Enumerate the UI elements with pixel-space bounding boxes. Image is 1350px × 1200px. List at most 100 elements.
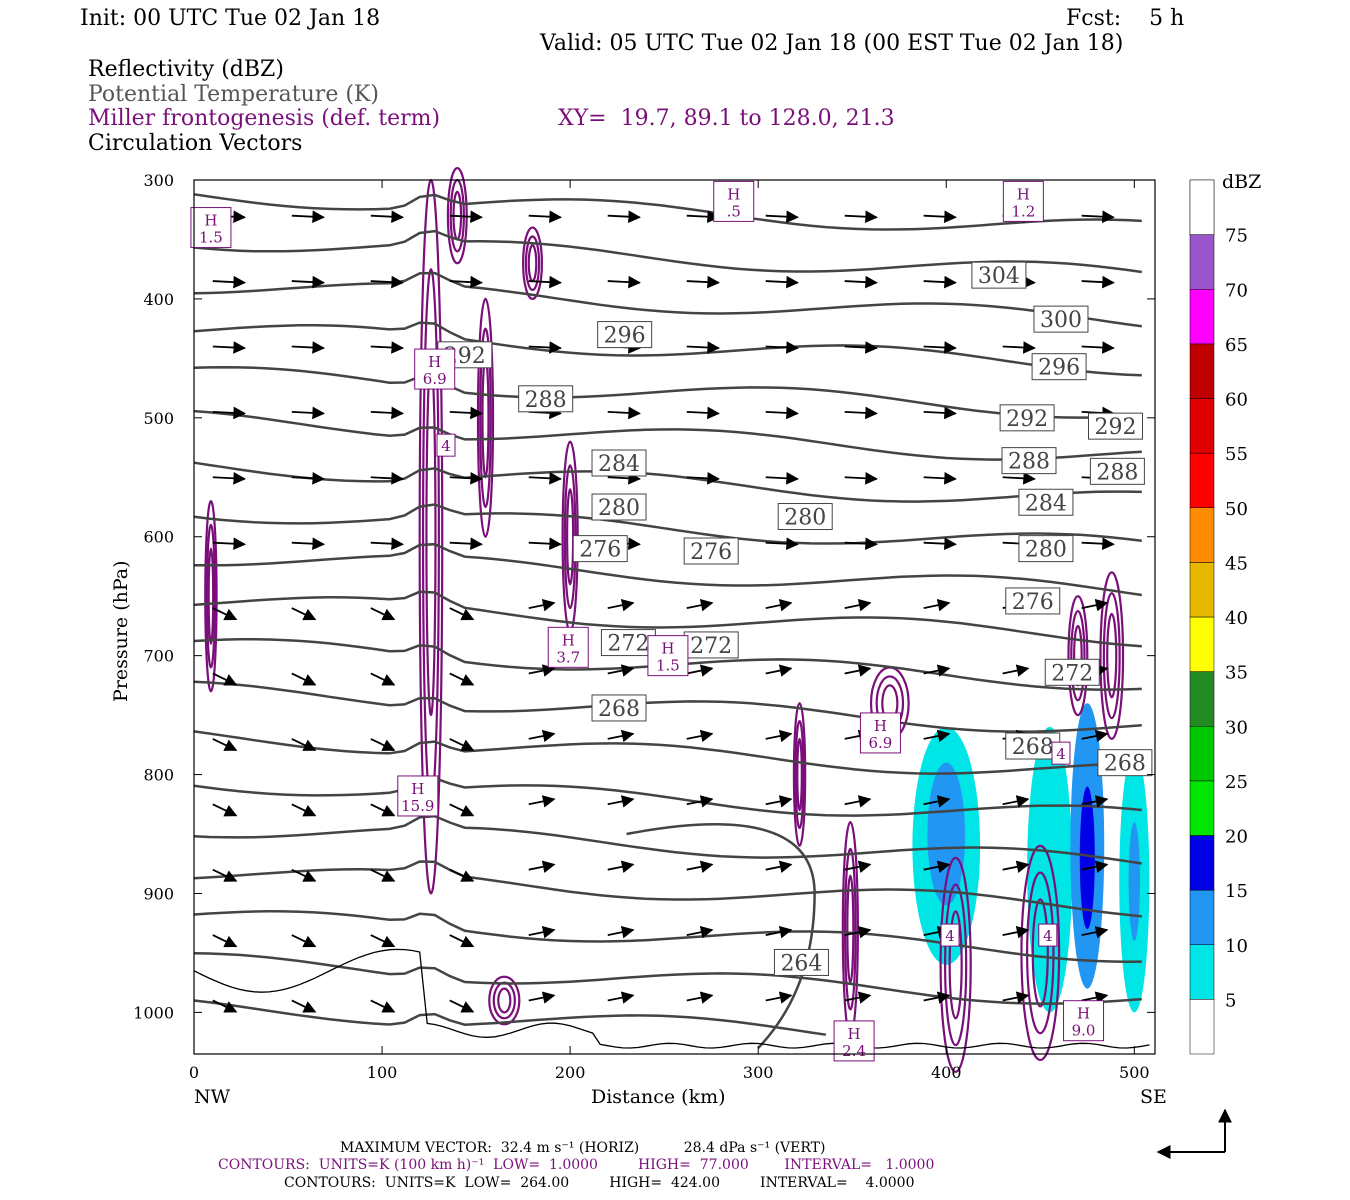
circulation-vector: [212, 537, 247, 551]
circulation-vectors: [212, 210, 1115, 1013]
theta-label: 276: [690, 540, 732, 565]
frontogenesis-contour: [794, 719, 805, 830]
frontogenesis-max-value: 6.9: [868, 734, 892, 752]
colorbar-segment: [1189, 234, 1215, 290]
circulation-vector: [528, 341, 562, 354]
circulation-vector: [528, 926, 556, 939]
circulation-vector: [607, 860, 635, 873]
frontogenesis-max-value: 2.4: [842, 1042, 866, 1060]
theta-label-box: [1088, 412, 1144, 440]
frontogenesis-max-value: 1.5: [656, 657, 680, 675]
circulation-vector: [370, 275, 404, 289]
circulation-vector: [607, 926, 635, 939]
field-frontogenesis-label: Miller frontogenesis (def. term): [88, 106, 441, 131]
colorbar-segment: [1189, 889, 1215, 945]
frontogenesis-max-letter: H: [411, 780, 424, 798]
circulation-vector: [212, 672, 238, 686]
circulation-vector: [291, 341, 326, 354]
circulation-vector: [1081, 598, 1109, 612]
theta-label: 268: [598, 697, 640, 722]
colorbar-label: 70: [1225, 280, 1248, 301]
circulation-vector: [212, 607, 238, 621]
frontogenesis-max-letter: H: [428, 353, 441, 371]
theta-label: 280: [598, 496, 640, 521]
circulation-vector: [607, 664, 635, 677]
circulation-vector: [686, 472, 720, 485]
theta-label: 284: [598, 452, 640, 477]
frontogenesis-max-box: [859, 712, 901, 754]
theta-label-box: [597, 321, 653, 349]
circulation-vector: [370, 999, 396, 1013]
circulation-vector: [1002, 991, 1030, 1004]
theta-label: 288: [525, 388, 567, 413]
circulation-vector: [1081, 341, 1115, 354]
circulation-vector: [686, 991, 714, 1004]
colorbar-label: 40: [1225, 608, 1248, 629]
theta-contour: [193, 730, 1142, 775]
circulation-vector: [291, 210, 326, 223]
theta-label-box: [591, 694, 647, 722]
frontogenesis-contour: [1020, 844, 1061, 1062]
circulation-vector: [844, 926, 872, 939]
circulation-vector: [686, 729, 714, 743]
circulation-vector: [212, 406, 247, 420]
circulation-vector: [449, 934, 475, 948]
circulation-vector: [291, 672, 317, 686]
frontogenesis-contour: [1106, 612, 1118, 699]
theta-label: 288: [1008, 450, 1050, 475]
circulation-vector: [212, 341, 247, 354]
circulation-vector: [844, 472, 878, 485]
theta-label-box: [1031, 353, 1087, 381]
theta-label-box: [683, 537, 739, 565]
circulation-vector: [923, 729, 951, 743]
frontogenesis-max-value: .5: [727, 202, 741, 220]
circulation-vector: [686, 341, 720, 354]
frontogenesis-max-letter: H: [848, 1025, 861, 1043]
axes: 300 400 500 600 700 800 900 1000 0 100 200 300 400 50…: [133, 171, 1155, 1082]
x-tick-label: 500: [1119, 1063, 1150, 1082]
circulation-vector: [686, 406, 720, 420]
circulation-vector: [765, 991, 793, 1004]
circulation-vector: [291, 738, 317, 752]
theta-label-box: [777, 503, 833, 531]
x-axis-left-end: NW: [194, 1086, 231, 1108]
colorbar-label: 10: [1225, 936, 1248, 957]
circulation-vector: [923, 472, 957, 485]
frontogenesis-contours: [204, 167, 1125, 1073]
forecast-hour: Fcst: 5 h: [1066, 6, 1185, 31]
circulation-vector: [528, 472, 562, 485]
theta-label: 264: [780, 951, 822, 976]
circulation-vector: [449, 868, 475, 882]
colorbar-label: 45: [1225, 553, 1248, 574]
circulation-vector: [923, 860, 951, 873]
circulation-vector: [844, 210, 878, 223]
theta-label: 304: [978, 264, 1020, 289]
circulation-vector: [449, 275, 483, 289]
theta-label: 300: [1040, 308, 1082, 333]
theta-label: 272: [690, 634, 732, 659]
frontogenesis-max-box: [190, 207, 232, 249]
colorbar-label: 5: [1225, 990, 1236, 1011]
colorbar-segment: [1189, 835, 1215, 891]
circulation-vector: [686, 664, 714, 677]
colorbar-label: 65: [1225, 335, 1248, 356]
frontogenesis-max-letter: H: [1017, 185, 1030, 203]
frontogenesis-max-box: [647, 635, 689, 677]
circulation-vector: [844, 795, 872, 808]
frontogenesis-contour: [527, 244, 538, 283]
circulation-vector: [765, 275, 799, 289]
circulation-vector: [607, 991, 635, 1004]
footer-max-vector: MAXIMUM VECTOR: 32.4 m s⁻¹ (HORIZ) 28.4 …: [340, 1140, 826, 1156]
circulation-vector: [765, 795, 793, 808]
circulation-vector: [449, 537, 483, 551]
circulation-vector: [844, 598, 872, 612]
colorbar-label: 55: [1225, 444, 1248, 465]
circulation-vector: [449, 406, 483, 420]
circulation-vector: [291, 934, 317, 948]
frontogenesis-contour: [481, 357, 490, 479]
frontogenesis-contour: [939, 856, 972, 1073]
circulation-vector: [765, 406, 799, 420]
colorbar-segment: [1189, 944, 1215, 1000]
